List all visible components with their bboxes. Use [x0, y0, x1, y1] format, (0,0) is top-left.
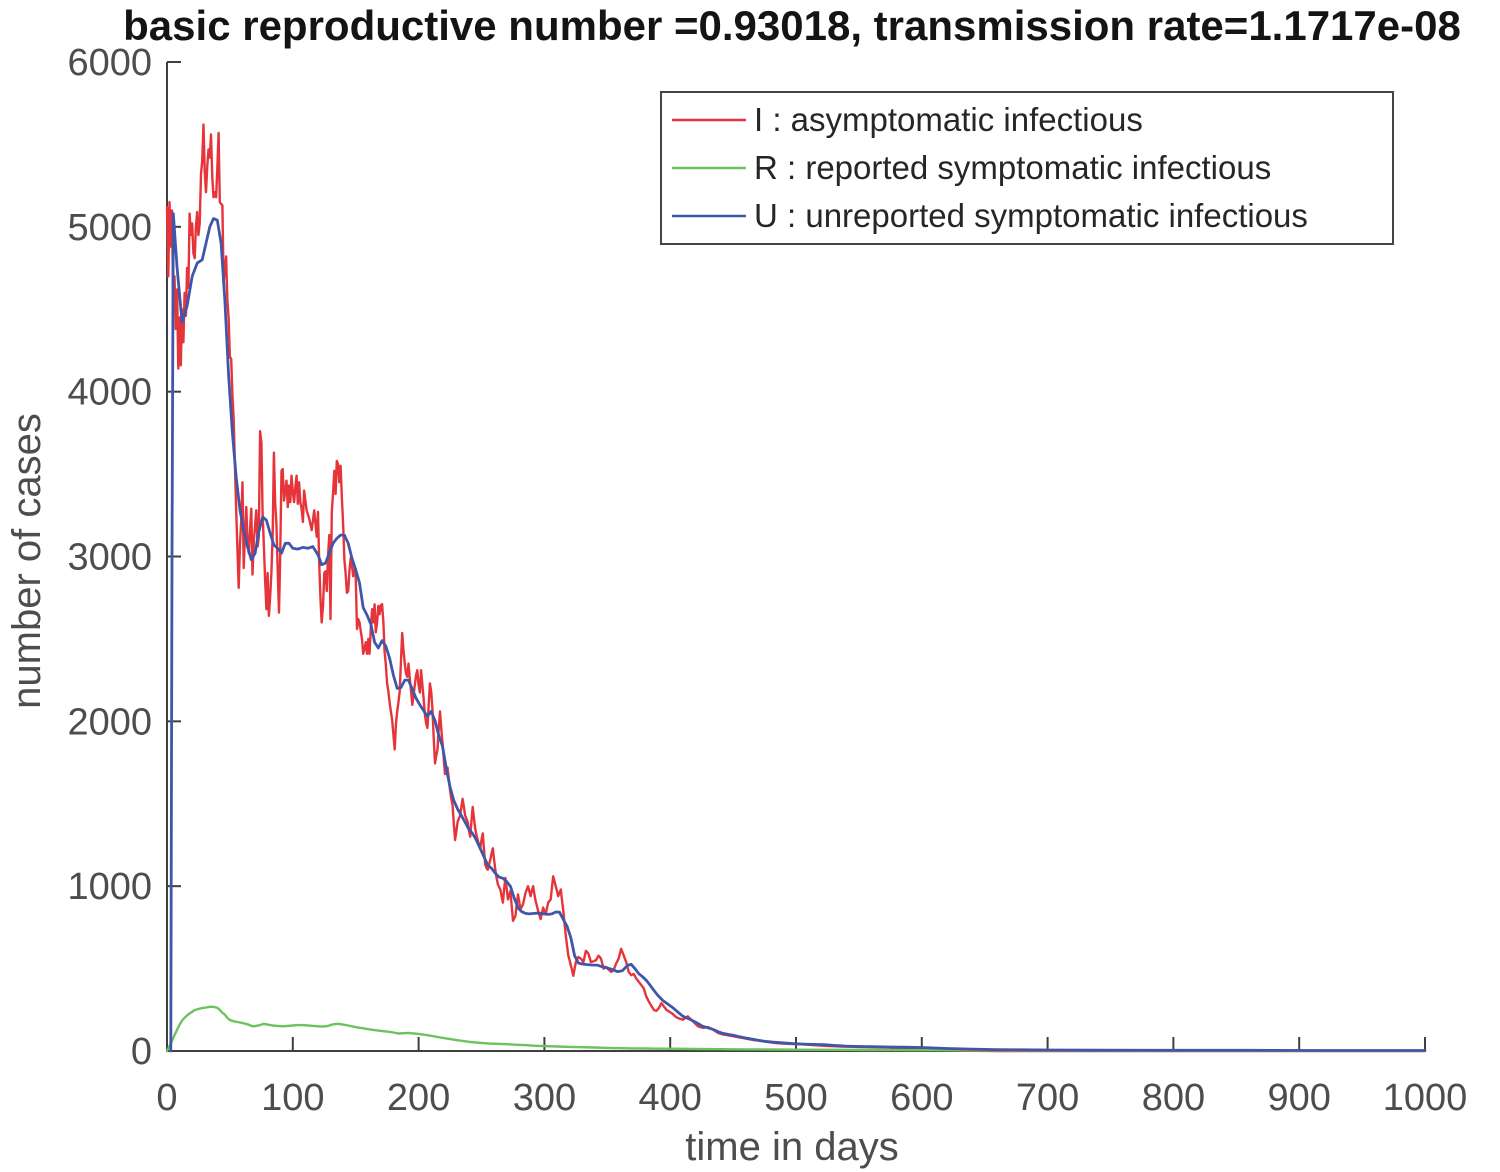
- series-U-line: [169, 212, 1427, 1053]
- y-tick-label: 2000: [67, 701, 152, 743]
- y-tick-label: 5000: [67, 207, 152, 249]
- legend-box: I : asymptomatic infectious R : reported…: [660, 91, 1394, 245]
- x-axis-label: time in days: [685, 1125, 898, 1169]
- x-tick-label: 1000: [1383, 1077, 1468, 1119]
- x-tick-label: 0: [156, 1077, 177, 1119]
- x-tick-label: 500: [764, 1077, 827, 1119]
- x-tick-label: 900: [1267, 1077, 1330, 1119]
- legend-entry-I: I : asymptomatic infectious: [672, 101, 1143, 138]
- y-tick-label: 4000: [67, 372, 152, 414]
- y-tick-label: 3000: [67, 537, 152, 579]
- y-tick-label: 1000: [67, 866, 152, 908]
- y-axis-label: number of cases: [5, 413, 49, 709]
- legend-frame: [660, 91, 1394, 245]
- x-tick-label: 400: [638, 1077, 701, 1119]
- x-tick-label: 200: [387, 1077, 450, 1119]
- x-tick-label: 700: [1016, 1077, 1079, 1119]
- x-tick-label: 300: [513, 1077, 576, 1119]
- chart-title: basic reproductive number =0.93018, tran…: [123, 2, 1461, 49]
- legend-label-I: I : asymptomatic infectious: [754, 101, 1143, 138]
- x-tick-label: 800: [1142, 1077, 1205, 1119]
- plot-area: 0 100 200 300 400 500 600 700 800 900 1000 0 1000 200…: [67, 42, 1467, 1119]
- legend-entry-U: U : unreported symptomatic infectious: [672, 197, 1308, 234]
- legend-label-U: U : unreported symptomatic infectious: [754, 197, 1308, 234]
- x-tick-label: 600: [890, 1077, 953, 1119]
- series-I-line: [165, 123, 1427, 1053]
- x-tick-label: 100: [261, 1077, 324, 1119]
- legend-entry-R: R : reported symptomatic infectious: [672, 149, 1271, 186]
- legend-label-R: R : reported symptomatic infectious: [754, 149, 1271, 186]
- y-tick-label: 0: [131, 1031, 152, 1073]
- series-R-line: [165, 1005, 1427, 1053]
- y-tick-label: 6000: [67, 42, 152, 84]
